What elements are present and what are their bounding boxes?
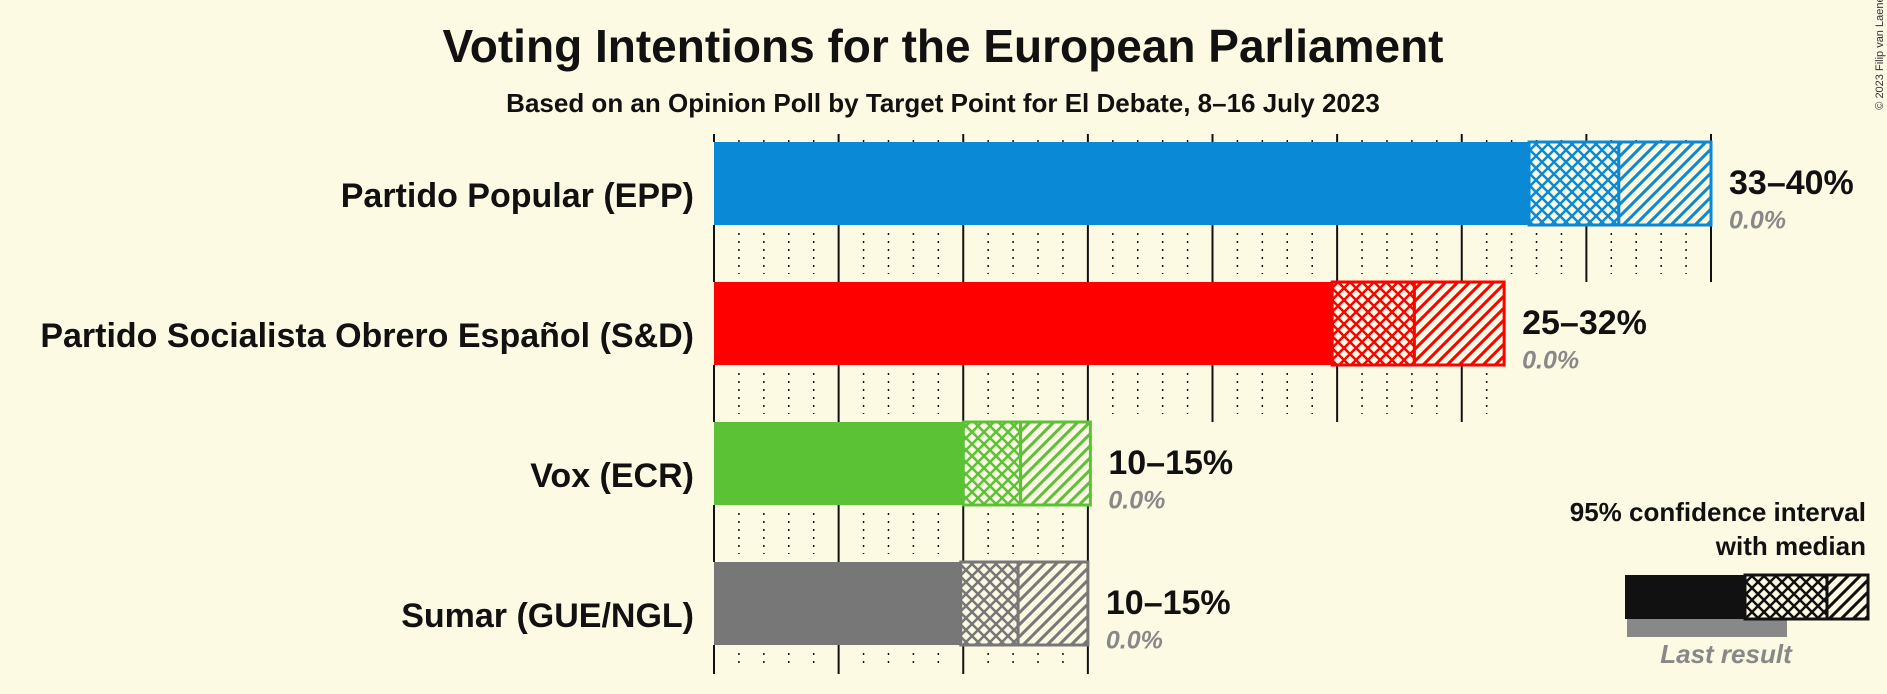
legend-swatch (1625, 575, 1745, 619)
interval-upper (1019, 420, 1092, 507)
legend-label: with median (1715, 531, 1866, 561)
last-result-label: 0.0% (1522, 347, 1579, 375)
last-result-label: 0.0% (1106, 627, 1163, 655)
last-result-label: 0.0% (1729, 207, 1786, 235)
category-label: Vox (ECR) (530, 457, 694, 495)
interval-lower (961, 420, 1023, 507)
category-label: Sumar (GUE/NGL) (401, 597, 694, 635)
category-label: Partido Socialista Obrero Español (S&D) (40, 317, 694, 355)
bar (714, 282, 1333, 365)
category-label: Partido Popular (EPP) (341, 177, 694, 215)
interval-upper (1412, 280, 1506, 367)
interval-lower (1527, 140, 1621, 227)
bar (714, 142, 1530, 225)
legend-label: Last result (1660, 639, 1793, 669)
legend-label: 95% confidence interval (1570, 497, 1866, 527)
chart-title: Voting Intentions for the European Parli… (443, 20, 1444, 72)
legend-swatch (1825, 573, 1870, 621)
legend-last-swatch (1627, 619, 1787, 637)
interval-upper (1016, 560, 1090, 647)
chart-subtitle: Based on an Opinion Poll by Target Point… (506, 88, 1380, 118)
interval-lower (1330, 280, 1416, 367)
bar (714, 422, 964, 505)
copyright: © 2023 Filip van Laenen (1874, 0, 1886, 110)
bar (714, 562, 961, 645)
legend-swatch (1743, 573, 1829, 621)
last-result-label: 0.0% (1108, 487, 1165, 515)
range-label: 10–15% (1108, 444, 1233, 482)
range-label: 10–15% (1106, 584, 1231, 622)
range-label: 25–32% (1522, 304, 1647, 342)
interval-lower (959, 560, 1020, 647)
interval-upper (1617, 140, 1713, 227)
range-label: 33–40% (1729, 164, 1854, 202)
